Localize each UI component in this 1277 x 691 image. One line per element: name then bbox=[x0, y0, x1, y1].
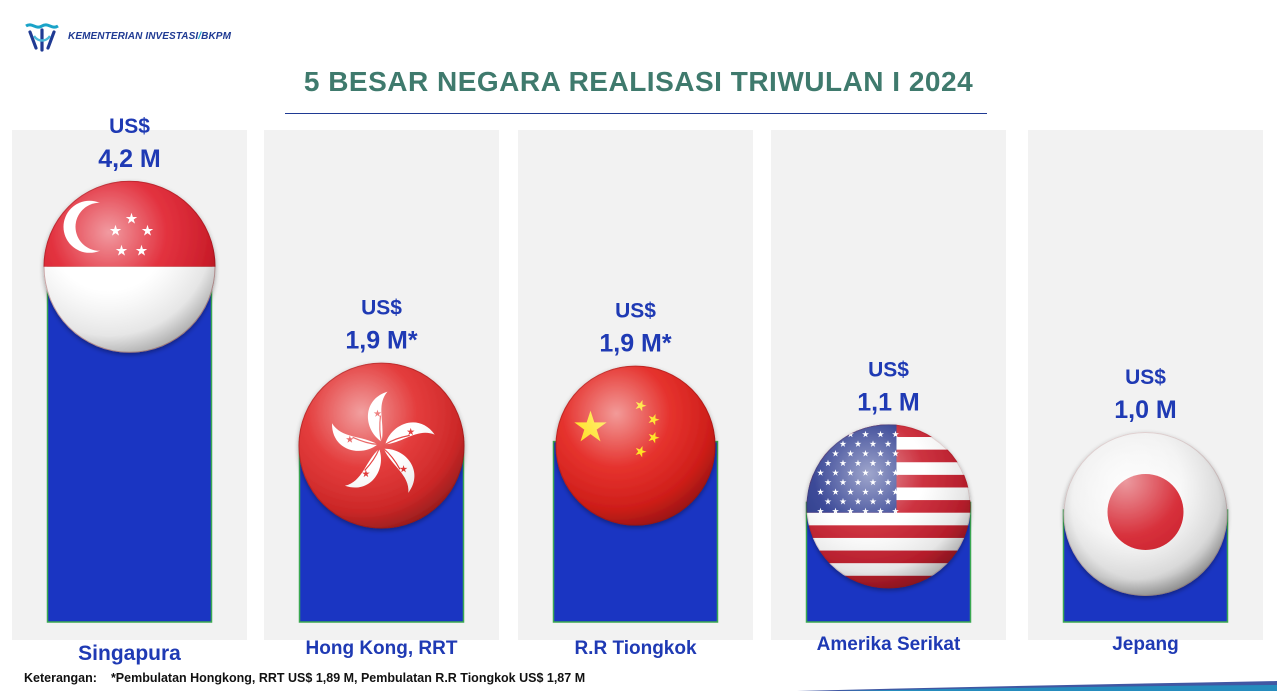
category-label: Hong Kong, RRT bbox=[306, 638, 458, 659]
category-label: Singapura bbox=[78, 642, 181, 665]
decorative-stripe bbox=[797, 681, 1277, 691]
value-label: 4,2 M bbox=[98, 145, 161, 173]
value-unit-label: US$ bbox=[361, 297, 402, 320]
category-label: Jepang bbox=[1112, 634, 1179, 655]
value-unit-label: US$ bbox=[868, 358, 909, 381]
value-unit-label: US$ bbox=[1125, 366, 1166, 389]
value-label: 1,0 M bbox=[1114, 396, 1177, 424]
value-unit-label: US$ bbox=[109, 115, 150, 138]
hong-kong-flag-icon bbox=[298, 362, 465, 529]
bkpm-logo-icon bbox=[25, 23, 59, 52]
usa-flag-icon bbox=[806, 424, 971, 589]
ministry-logo: KEMENTERIAN INVESTASI/BKPM bbox=[22, 20, 231, 52]
footnote: Keterangan: *Pembulatan Hongkong, RRT US$… bbox=[24, 671, 586, 685]
china-flag-icon bbox=[555, 365, 716, 526]
japan-flag-icon bbox=[1063, 432, 1228, 596]
category-label: Amerika Serikat bbox=[817, 634, 961, 655]
page-title: 5 BESAR NEGARA REALISASI TRIWULAN I 2024 bbox=[303, 66, 974, 97]
value-label: 1,9 M* bbox=[599, 330, 672, 358]
category-label: R.R Tiongkok bbox=[574, 638, 697, 659]
logo-text: KEMENTERIAN INVESTASI/BKPM bbox=[68, 30, 231, 42]
value-unit-label: US$ bbox=[615, 300, 656, 323]
title-underline bbox=[285, 113, 987, 114]
value-label: 1,1 M bbox=[857, 388, 920, 416]
singapore-flag-icon bbox=[43, 180, 216, 353]
value-label: 1,9 M* bbox=[345, 327, 418, 355]
